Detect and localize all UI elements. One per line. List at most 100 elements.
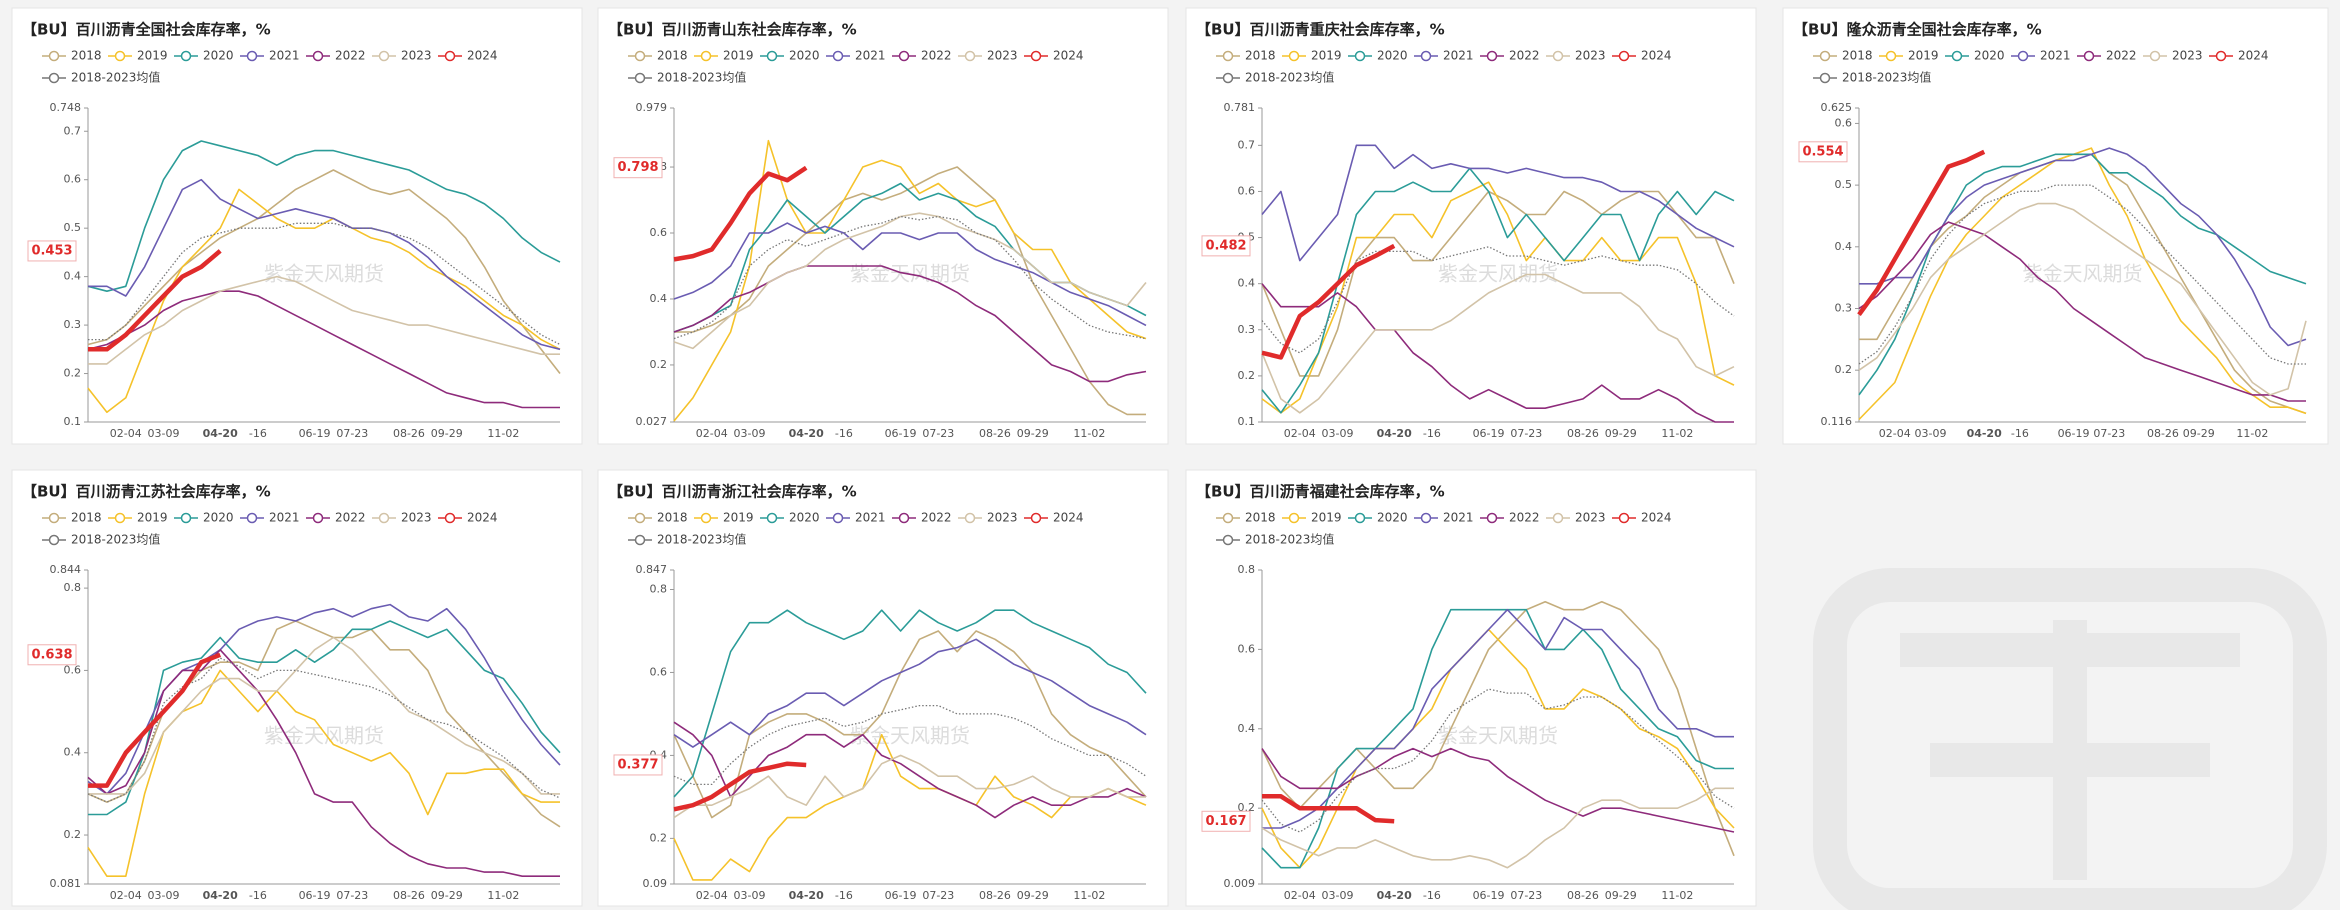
series-line — [88, 636, 560, 795]
legend-label: 2022 — [1509, 511, 1540, 525]
legend-item: 2018 — [1216, 511, 1276, 525]
series-line — [1858, 202, 2307, 396]
x-tick-label: 08-26 — [1567, 427, 1599, 440]
legend-marker — [246, 512, 258, 524]
y-tick-label: 0.6 — [64, 173, 82, 186]
legend-marker — [1552, 512, 1564, 524]
series-line — [1261, 190, 1735, 377]
chart-panel: 【BU】百川沥青山东社会库存率，% 2018 2019 2020 2021 2022 202… — [597, 7, 1169, 445]
legend-marker — [312, 512, 324, 524]
y-tick-label: 0.979 — [636, 101, 668, 114]
legend-item: 2023 — [1546, 49, 1606, 63]
legend-label: 2024 — [1641, 511, 1672, 525]
x-tick-label: 11-02 — [487, 427, 519, 440]
x-tick-label: 06-19 — [2058, 427, 2090, 440]
legend-marker — [48, 512, 60, 524]
legend-item: 2021 — [240, 49, 300, 63]
legend-label: 2020 — [1377, 49, 1408, 63]
legend-marker — [634, 534, 646, 546]
x-tick-label: 03-09 — [148, 889, 180, 902]
y-tick-label: 0.2 — [650, 358, 668, 371]
watermark: 紫金天风期货 — [1438, 262, 1558, 286]
legend-label: 2022 — [1509, 49, 1540, 63]
legend-marker — [700, 512, 712, 524]
series-line — [1858, 147, 2307, 421]
legend-label: 2023 — [987, 49, 1018, 63]
legend-label: 2020 — [1377, 511, 1408, 525]
y-tick-label: 0.1 — [64, 415, 82, 428]
chart-title: 【BU】百川沥青重庆社会库存率，% — [1196, 21, 1445, 39]
y-tick-label: 0.116 — [1821, 415, 1853, 428]
legend-item: 2022 — [892, 511, 952, 525]
x-tick-label: 04-20 — [789, 889, 825, 902]
legend-item: 2022 — [306, 49, 366, 63]
y-tick-label: 0.625 — [1821, 101, 1853, 114]
legend-label: 2021 — [855, 49, 886, 63]
legend-marker — [246, 50, 258, 62]
legend-label: 2018 — [71, 49, 102, 63]
legend-item: 2024 — [1612, 511, 1672, 525]
legend-item: 2019 — [694, 511, 754, 525]
legend-item: 2020 — [760, 49, 820, 63]
legend-label: 2019 — [137, 511, 168, 525]
x-tick-label: 11-02 — [1073, 427, 1105, 440]
legend-label: 2024 — [2238, 49, 2269, 63]
series-line — [673, 630, 1147, 819]
legend-label: 2024 — [467, 511, 498, 525]
x-tick-label: 07-23 — [922, 427, 954, 440]
legend-item: 2018-2023均值 — [42, 70, 160, 85]
y-tick-label: 0.009 — [1224, 877, 1256, 890]
legend-label: 2018 — [1245, 49, 1276, 63]
legend-item: 2018 — [628, 49, 688, 63]
legend-marker — [1618, 50, 1630, 62]
x-tick-label: 07-23 — [336, 427, 368, 440]
legend-marker — [964, 50, 976, 62]
y-tick-label: 0.4 — [64, 270, 82, 283]
y-tick-label: 0.6 — [1238, 184, 1256, 197]
legend-marker — [634, 512, 646, 524]
legend-marker — [1486, 50, 1498, 62]
annotation-box — [27, 644, 77, 666]
legend-label: 2022 — [921, 511, 952, 525]
x-tick-label: 11-02 — [487, 889, 519, 902]
legend-label: 2018 — [657, 511, 688, 525]
x-tick-label: 08-26 — [393, 889, 425, 902]
x-tick-label: 11-02 — [2236, 427, 2268, 440]
y-tick-label: 0.4 — [1835, 240, 1853, 253]
legend-item: 2023 — [1546, 511, 1606, 525]
legend-marker — [2149, 50, 2161, 62]
legend-item: 2020 — [760, 511, 820, 525]
x-tick-label: 03-09 — [1915, 427, 1947, 440]
legend-label: 2022 — [335, 511, 366, 525]
x-tick-label: 02-04 — [696, 889, 728, 902]
legend-item: 2018-2023均值 — [1216, 70, 1334, 85]
legend-label: 2020 — [203, 511, 234, 525]
chart-panel: 【BU】百川沥青重庆社会库存率，% 2018 2019 2020 2021 2022 202… — [1185, 7, 1757, 445]
legend-label: 2018-2023均值 — [657, 532, 746, 547]
legend-label: 2021 — [269, 511, 300, 525]
x-tick-label: 02-04 — [110, 889, 142, 902]
y-tick-label: 0.2 — [64, 828, 82, 841]
x-tick-label: -16 — [249, 889, 267, 902]
y-tick-label: 0.2 — [1835, 363, 1853, 376]
legend-marker — [378, 512, 390, 524]
x-tick-label: 09-29 — [431, 427, 463, 440]
series-line — [1858, 184, 2306, 365]
legend-item: 2019 — [694, 49, 754, 63]
x-tick-label: -16 — [249, 427, 267, 440]
x-tick-label: 04-20 — [1377, 427, 1413, 440]
series-line — [88, 249, 222, 352]
chart-title: 【BU】隆众沥青全国社会库存率，% — [1793, 21, 2042, 39]
annotation-box — [613, 754, 663, 776]
legend-item: 2020 — [174, 49, 234, 63]
legend-marker — [444, 512, 456, 524]
watermark: 紫金天风期货 — [2023, 262, 2143, 286]
x-tick-label: 09-29 — [1017, 427, 1049, 440]
series-line — [88, 275, 560, 365]
x-tick-label: -16 — [1423, 427, 1441, 440]
x-tick-label: 09-29 — [1017, 889, 1049, 902]
chart-title: 【BU】百川沥青福建社会库存率，% — [1196, 483, 1445, 501]
series-line — [673, 165, 808, 262]
legend-label: 2018-2023均值 — [657, 70, 746, 85]
legend-marker — [180, 512, 192, 524]
